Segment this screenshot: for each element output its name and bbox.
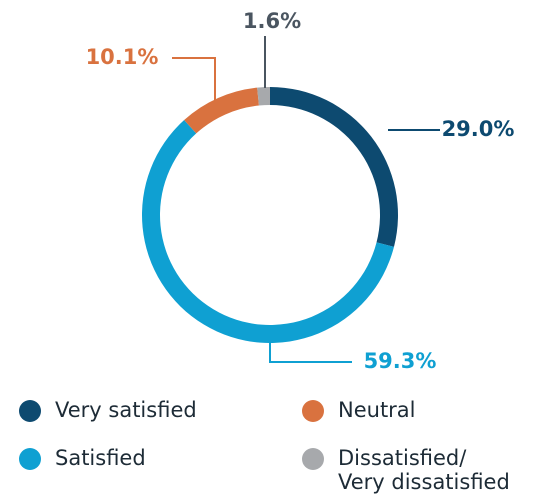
data-label: 1.6% xyxy=(243,9,301,33)
legend-marker xyxy=(302,400,324,422)
legend-label: Neutral xyxy=(338,398,416,422)
legend-label: Dissatisfied/ Very dissatisfied xyxy=(338,446,510,494)
donut-segment xyxy=(141,120,394,344)
donut-segment xyxy=(270,87,398,247)
data-label: 29.0% xyxy=(442,117,515,141)
leader-line xyxy=(172,57,216,100)
donut-segment xyxy=(257,87,270,106)
legend-label: Satisfied xyxy=(55,446,146,470)
legend-label: Very satisfied xyxy=(55,398,197,422)
data-label: 59.3% xyxy=(364,349,437,373)
data-label: 10.1% xyxy=(86,45,159,69)
legend-marker xyxy=(19,448,41,470)
legend-marker xyxy=(19,400,41,422)
leader-line xyxy=(269,343,352,363)
donut-segment xyxy=(184,87,259,134)
legend-marker xyxy=(302,448,324,470)
